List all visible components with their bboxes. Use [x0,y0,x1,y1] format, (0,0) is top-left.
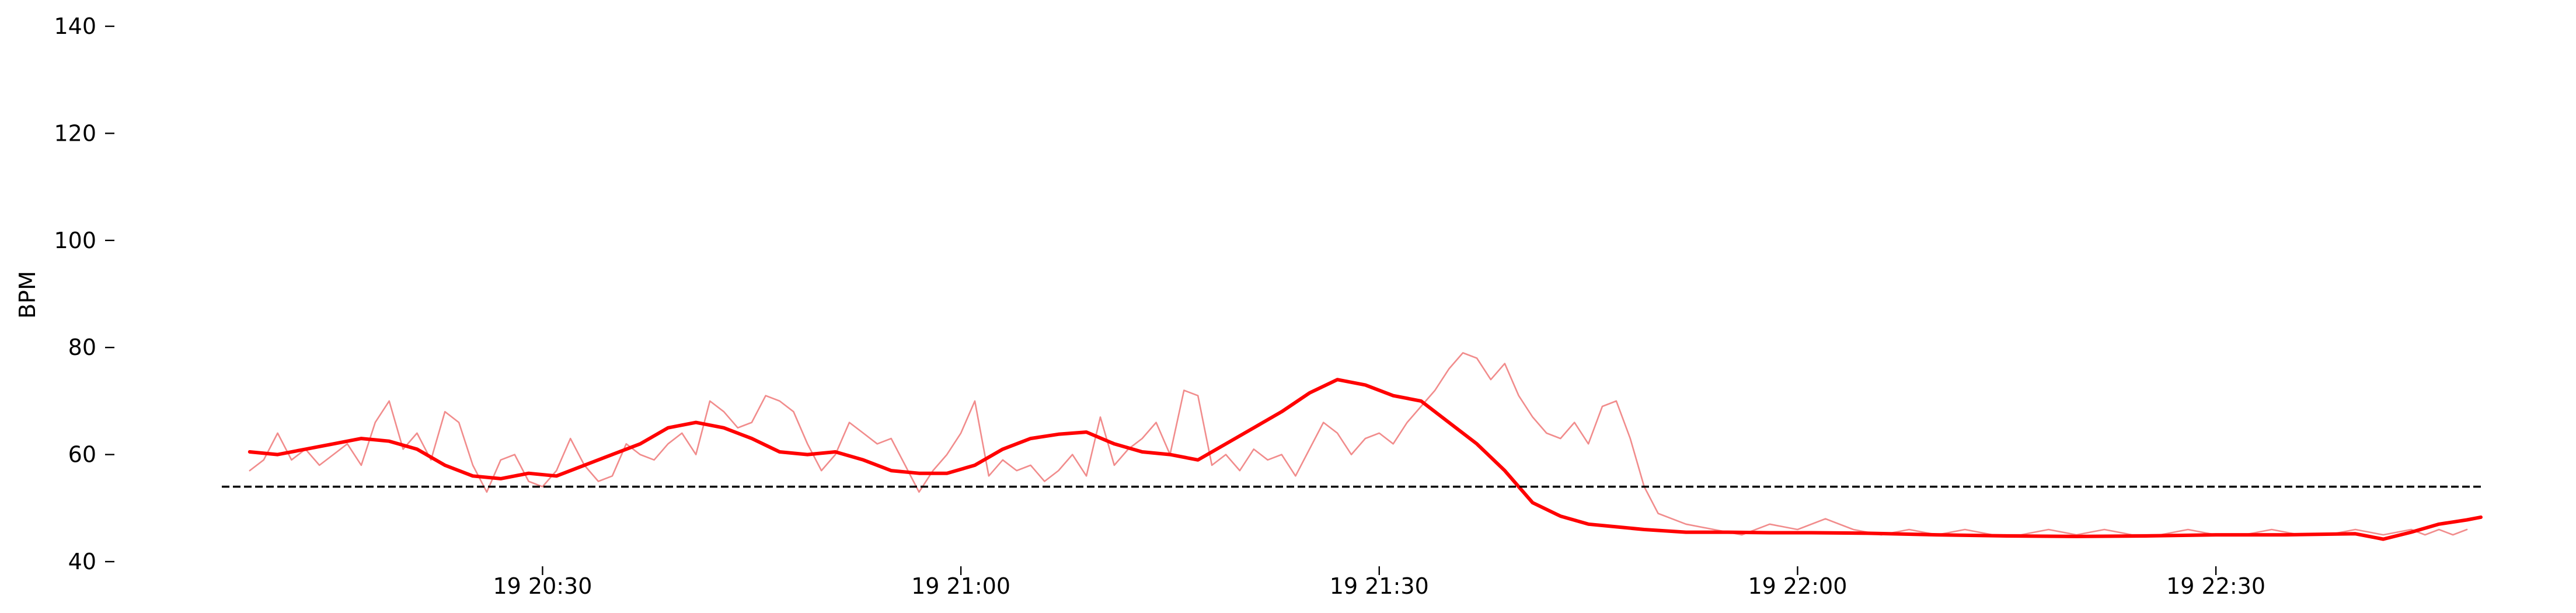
y-tick-label: 40 [68,549,96,574]
y-tick-label: 100 [54,228,96,253]
raw-bpm-line [249,352,2468,536]
y-tick-label: 80 [68,335,96,360]
x-tick-label: 19 21:00 [911,573,1010,599]
x-tick-label: 19 22:00 [1748,573,1847,599]
y-tick-label: 60 [68,442,96,468]
series-group [248,352,2483,541]
x-tick-label: 19 20:30 [493,573,592,599]
x-tick-label: 19 22:30 [2166,573,2265,599]
y-tick-label: 140 [54,13,96,39]
y-axis-label: BPM [15,271,40,319]
y-axis: 40 60 80 100 120 140 [54,13,114,574]
x-axis: 19 20:30 19 21:00 19 21:30 19 22:00 19 22:30 [493,566,2265,599]
x-tick-label: 19 21:30 [1330,573,1429,599]
smoothed-bpm-line [248,378,2483,541]
y-tick-label: 120 [54,120,96,146]
